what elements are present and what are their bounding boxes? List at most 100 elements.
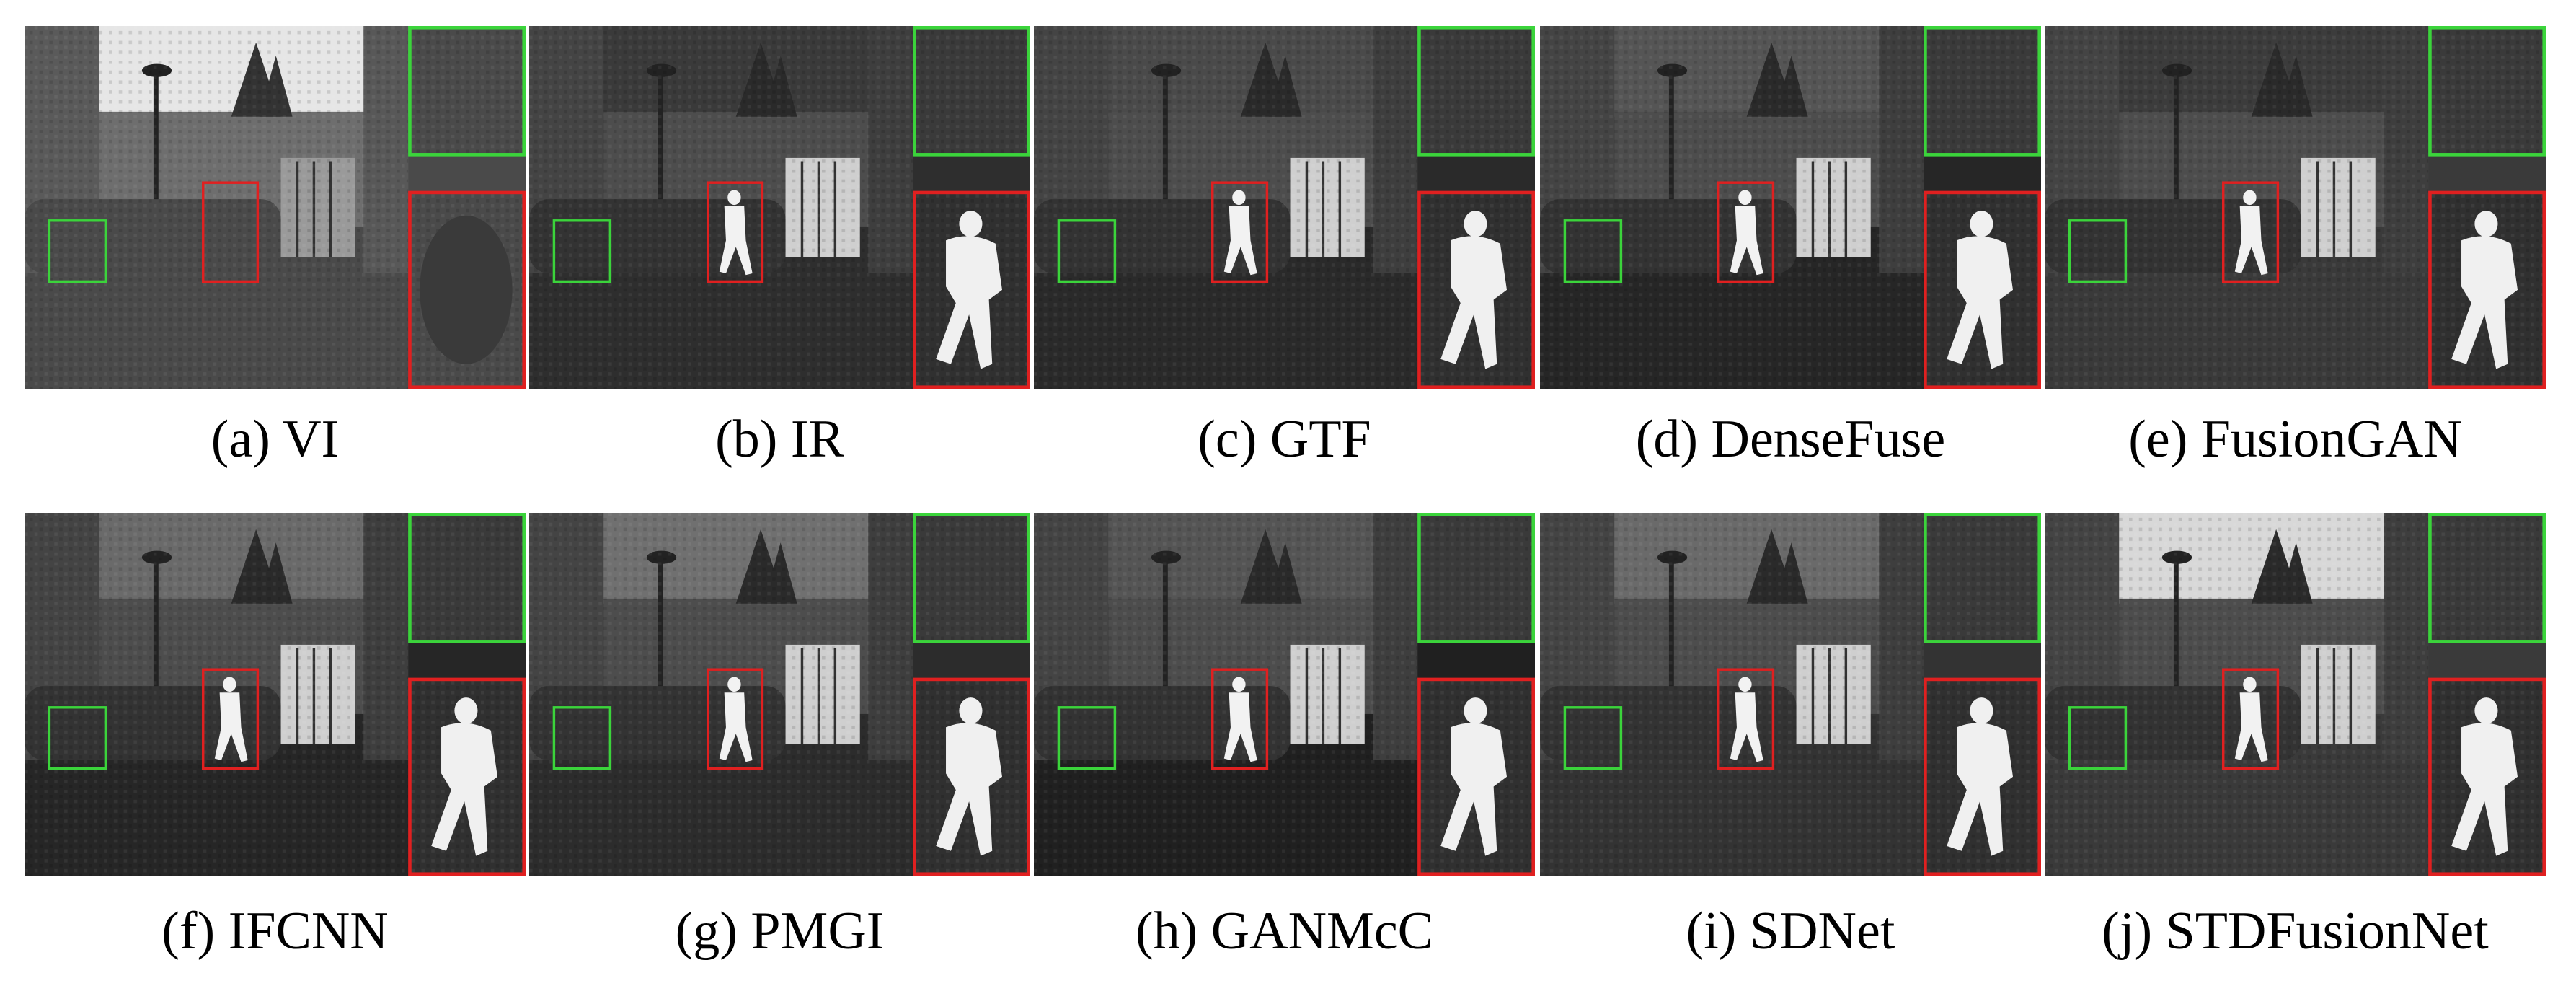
texture [529,513,913,876]
green-box [1057,219,1117,283]
panel-caption: (e) FusionGAN [2128,410,2461,469]
red-box [1211,181,1269,283]
person-head [2243,190,2257,206]
panel-image [25,26,526,389]
green-box [2068,219,2128,283]
person-body [719,206,753,276]
red-box [707,181,764,283]
panel-caption: (a) VI [211,410,339,469]
panel-image [2045,26,2546,389]
person-body [1730,206,1763,276]
green-inset-texture [1926,29,2038,154]
panel-caption: (b) IR [715,410,844,469]
green-box [552,219,612,283]
person-head [2243,677,2257,692]
inset-person-body [936,723,1003,856]
inset-person-head [1464,697,1487,724]
texture [1034,513,1418,876]
inset-person-head [1464,211,1487,237]
person-head [727,677,741,692]
panel-caption: (g) PMGI [676,902,885,961]
inset-person-head [2474,697,2498,724]
inset-person-body [1440,236,1508,369]
person-body [1223,206,1257,276]
inset-person-body [936,236,1003,369]
red-box [1717,181,1775,283]
person-head [1738,190,1752,206]
panel-image [529,26,1030,389]
texture [25,513,409,876]
texture [1540,26,1924,389]
person-head [1738,677,1752,692]
person-head [1232,190,1246,206]
panel-image [2045,513,2546,876]
green-inset-texture [1926,516,2038,641]
green-inset-texture [411,29,523,154]
person-head [1232,677,1246,692]
inset-person-body [1440,723,1508,856]
texture [25,26,409,389]
person-body [719,692,753,762]
green-box [48,706,107,770]
red-box [2222,668,2280,770]
green-box [1563,219,1623,283]
inset-person-head [2474,211,2498,237]
panel-image [1034,513,1535,876]
red-box [2222,181,2280,283]
green-inset-texture [2431,516,2543,641]
green-inset-texture [2431,29,2543,154]
inset-person-body [431,723,498,856]
panel-image [1540,513,2041,876]
inset-person-head [1970,697,1993,724]
red-box [1211,668,1269,770]
green-inset-texture [1420,516,1532,641]
person-body [1730,692,1763,762]
red-box [1717,668,1775,770]
red-box [202,181,260,283]
texture [1034,26,1418,389]
person-body [2234,206,2268,276]
person-body [214,692,248,762]
green-inset-texture [916,516,1027,641]
panel-image [1540,26,2041,389]
red-box [202,668,260,770]
inset-person-body [2451,723,2518,856]
green-box [1563,706,1623,770]
panel-caption: (c) GTF [1198,410,1371,469]
panel-image [1034,26,1535,389]
green-inset-texture [411,516,523,641]
person-body [1223,692,1257,762]
texture [1540,513,1924,876]
inset-bush [420,215,513,364]
green-box [1057,706,1117,770]
panel-caption: (d) DenseFuse [1636,410,1946,469]
red-box [707,668,764,770]
inset-person-head [959,211,983,237]
inset-person-head [959,697,983,724]
panel-image [529,513,1030,876]
inset-person-head [454,697,478,724]
person-head [727,190,741,206]
inset-person-body [1947,723,2014,856]
green-box [552,706,612,770]
inset-person-head [1970,211,1993,237]
inset-person-body [2451,236,2518,369]
panel-caption: (f) IFCNN [161,902,388,961]
panel-image [25,513,526,876]
person-head [223,677,236,692]
inset-person-body [1947,236,2014,369]
panel-caption: (h) GANMcC [1136,902,1433,961]
green-inset-texture [1420,29,1532,154]
panel-caption: (j) STDFusionNet [2102,902,2489,961]
person-body [2234,692,2268,762]
green-box [48,219,107,283]
green-box [2068,706,2128,770]
texture [2045,26,2429,389]
texture [2045,513,2429,876]
texture [529,26,913,389]
panel-caption: (i) SDNet [1686,902,1895,961]
green-inset-texture [916,29,1027,154]
